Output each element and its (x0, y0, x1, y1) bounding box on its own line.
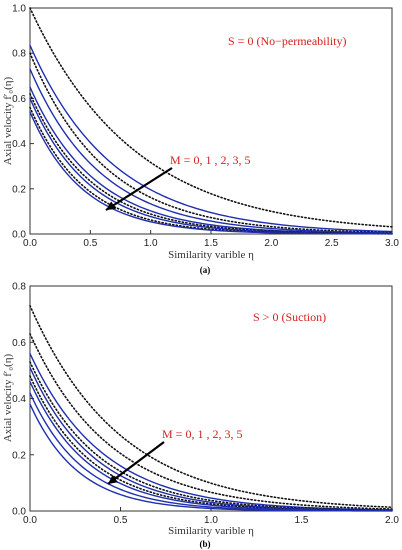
y-tick-label-a: 0.8 (12, 49, 26, 60)
x-tick-label-b: 0.5 (114, 515, 128, 526)
dotted-curve-a (29, 93, 393, 235)
y-tick-label-a: 0.0 (12, 230, 26, 241)
y-tick-label-b: 0.6 (12, 338, 26, 349)
dotted-curve-a (29, 52, 393, 234)
x-axis-label-b: Similarity varible η (168, 525, 254, 537)
solid-curve-a (29, 111, 393, 235)
x-tick-label-a: 0.0 (23, 238, 37, 249)
y-tick-label-a: 0.6 (12, 94, 26, 105)
x-tick-label-a: 2.0 (264, 238, 278, 249)
solid-curve-b (29, 380, 393, 512)
solid-curve-b (29, 403, 393, 512)
x-tick-label-a: 3.0 (385, 238, 399, 249)
annotation-top-a: S = 0 (No−permeability) (228, 34, 347, 48)
x-tick-label-a: 1.5 (204, 238, 218, 249)
panel-label-a: (a) (200, 265, 211, 275)
annotation-top-b: S > 0 (Suction) (253, 310, 326, 324)
dotted-curve-b (29, 333, 393, 510)
y-tick-label-b: 0.0 (12, 507, 26, 518)
y-tick-label-a: 1.0 (12, 4, 26, 15)
arrow-head-b (108, 475, 118, 484)
x-tick-label-b: 0.0 (23, 515, 37, 526)
y-tick-label-b: 0.4 (12, 394, 26, 405)
y-axis-label-a: Axial velocity f′₀(η) (2, 76, 14, 165)
solid-curve-a (29, 68, 393, 234)
dotted-curve-a (29, 7, 393, 228)
arrow-head-a (106, 201, 117, 210)
x-tick-label-a: 2.5 (325, 238, 339, 249)
x-tick-label-b: 2.0 (385, 515, 399, 526)
y-tick-label-a: 0.2 (12, 184, 26, 195)
y-tick-label-a: 0.4 (12, 139, 26, 150)
chart-panel-b: S > 0 (Suction) M = 0, 1 , 2, 3, 5 Simil… (2, 282, 399, 550)
y-tick-label-b: 0.8 (12, 282, 26, 293)
x-tick-label-b: 1.0 (204, 515, 218, 526)
x-tick-label-b: 1.5 (295, 515, 309, 526)
solid-curve-b (29, 392, 393, 512)
panel-label-b: (b) (200, 539, 211, 549)
chart-panel-a: S = 0 (No−permeability) M = 0, 1 , 2, 3,… (2, 4, 399, 276)
x-axis-label-a: Similarity varible η (168, 249, 254, 261)
y-axis-label-b: Axial velocity f′₀(η) (2, 353, 14, 442)
dotted-curve-b (29, 304, 393, 509)
x-tick-label-a: 0.5 (83, 238, 97, 249)
annotation-m-b: M = 0, 1 , 2, 3, 5 (162, 427, 242, 441)
annotation-m-a: M = 0, 1 , 2, 3, 5 (170, 153, 250, 167)
arrow-shaft-a (105, 167, 173, 211)
x-tick-label-a: 1.0 (144, 238, 158, 249)
arrow-shaft-b (107, 441, 165, 485)
y-tick-label-b: 0.2 (12, 450, 26, 461)
solid-curve-a (29, 44, 393, 233)
